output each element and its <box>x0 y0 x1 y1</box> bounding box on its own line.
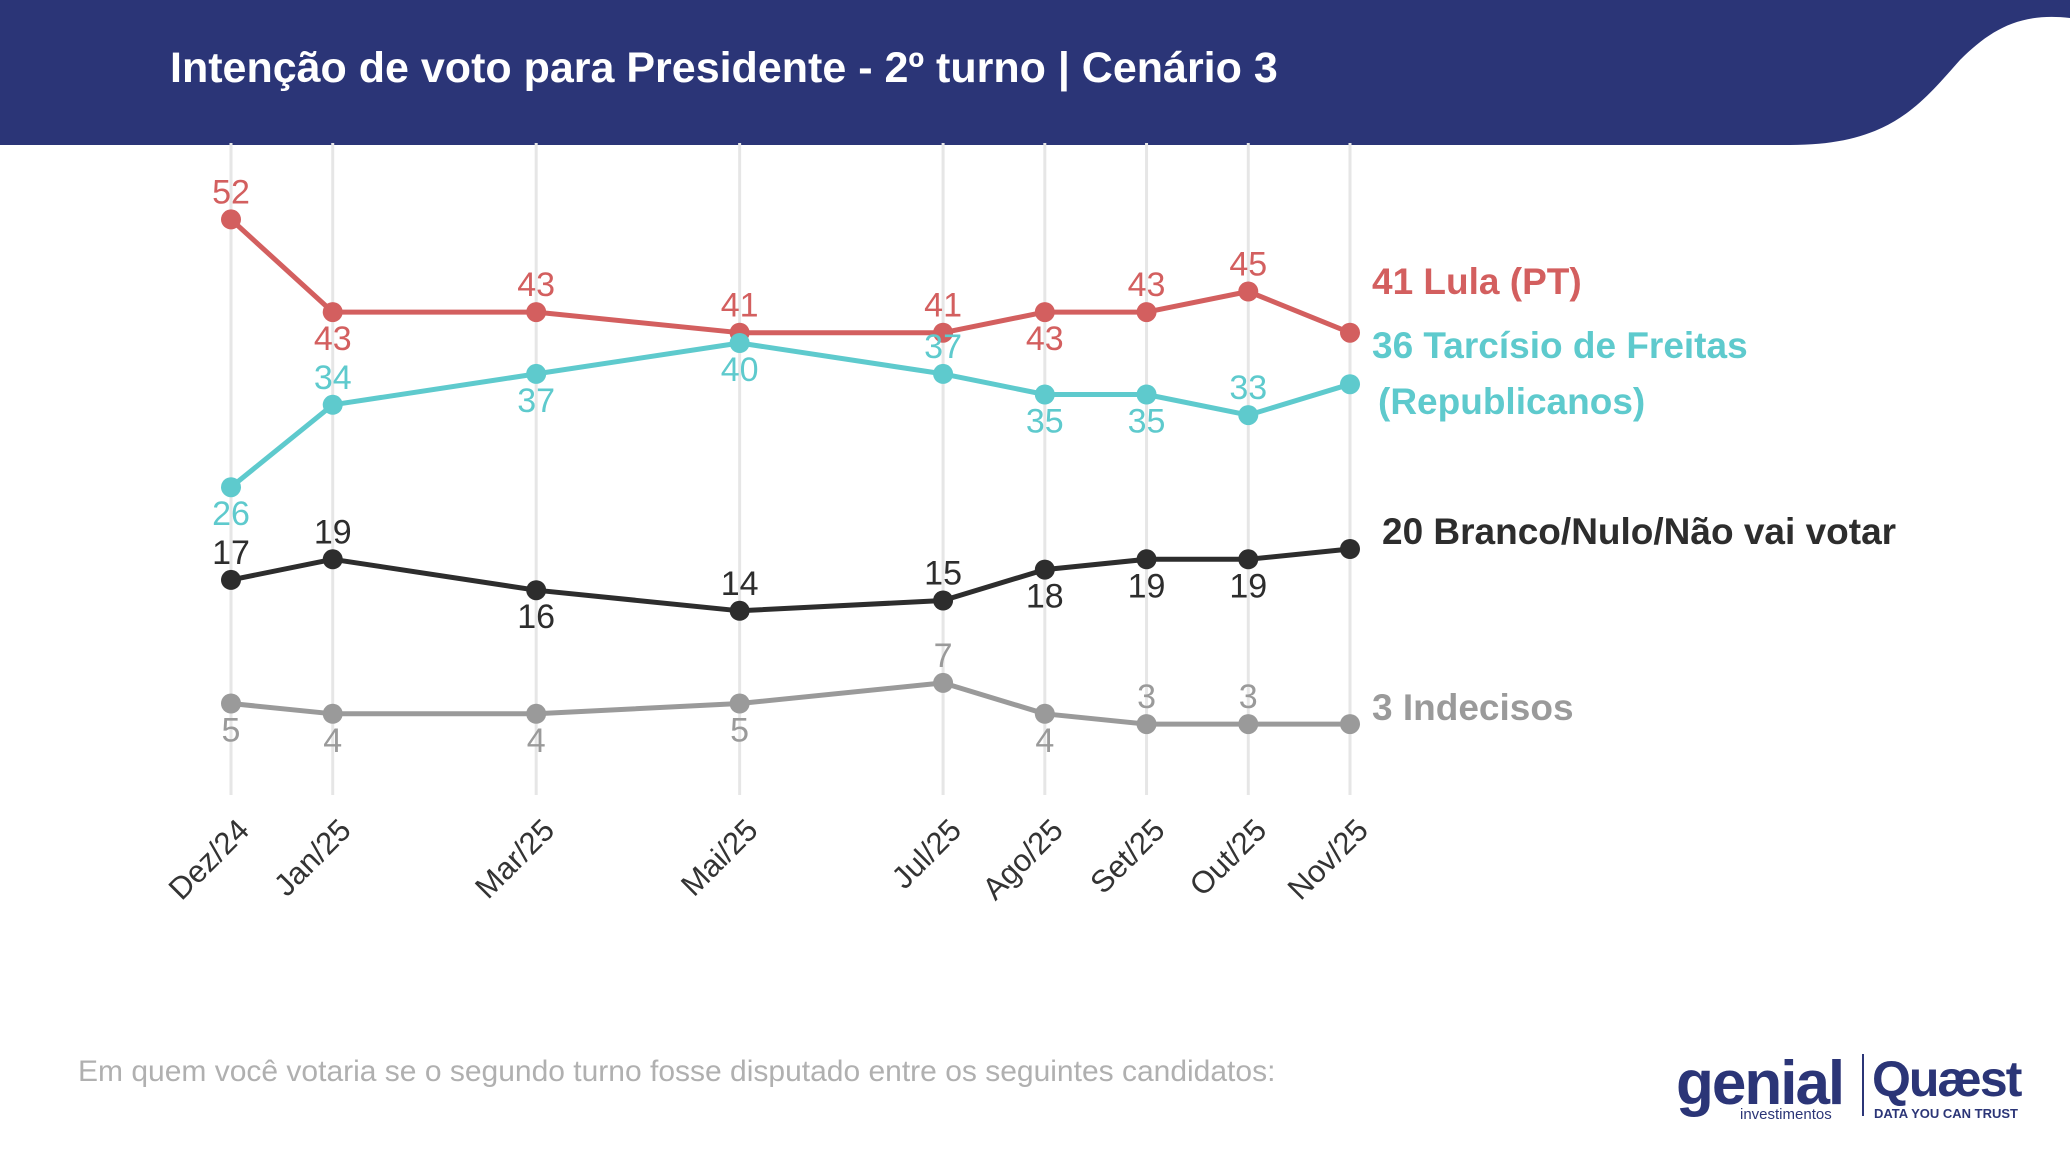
series-end-label: 3 Indecisos <box>1372 687 1574 728</box>
data-point <box>729 600 750 621</box>
data-point <box>322 549 343 570</box>
data-label: 40 <box>721 351 759 389</box>
series-line <box>230 680 1350 727</box>
x-tick-label: Out/25 <box>1183 812 1274 903</box>
x-tick-label: Ago/25 <box>976 812 1070 906</box>
data-label: 5 <box>222 712 241 750</box>
data-point <box>1340 539 1360 559</box>
data-label: 34 <box>314 359 352 397</box>
data-label: 3 <box>1239 678 1258 716</box>
data-label: 19 <box>1229 567 1267 605</box>
data-label: 5 <box>730 712 749 750</box>
data-point <box>1034 703 1055 724</box>
logo-area: genial investimentos Quæst DATA YOU CAN … <box>1670 1048 2050 1128</box>
data-point <box>526 703 547 724</box>
data-point <box>322 394 343 415</box>
data-label: 35 <box>1026 403 1064 441</box>
data-label: 14 <box>721 565 759 603</box>
data-point <box>221 209 241 230</box>
data-point <box>1340 374 1360 395</box>
data-label: 35 <box>1128 403 1166 441</box>
data-label: 37 <box>924 328 962 366</box>
data-label: 4 <box>323 722 342 760</box>
genial-logo: genial <box>1676 1049 1845 1118</box>
data-label: 26 <box>212 495 250 533</box>
data-point <box>322 703 343 724</box>
data-label: 16 <box>517 598 555 636</box>
data-point <box>729 333 750 353</box>
quaest-logo: Quæst <box>1872 1051 2022 1107</box>
data-label: 19 <box>314 513 352 551</box>
data-label: 43 <box>517 266 555 304</box>
data-point <box>221 477 241 498</box>
data-point <box>1136 384 1157 405</box>
data-point <box>1034 302 1055 323</box>
x-tick-label: Nov/25 <box>1281 812 1375 906</box>
data-point <box>1136 549 1157 570</box>
data-point <box>933 322 954 343</box>
data-label: 33 <box>1229 369 1267 407</box>
x-tick-label: Mai/25 <box>674 812 765 903</box>
data-point <box>1238 405 1259 426</box>
header-bar: Intenção de voto para Presidente - 2º tu… <box>0 0 2070 150</box>
series-end-label: 41 Lula (PT) <box>1372 261 1582 302</box>
data-point <box>526 363 547 384</box>
data-label: 41 <box>721 287 759 325</box>
x-tick-label: Mar/25 <box>468 812 561 905</box>
data-point <box>933 672 954 693</box>
data-point <box>221 693 241 714</box>
data-label: 7 <box>934 637 953 675</box>
data-label: 18 <box>1026 578 1064 616</box>
data-label: 4 <box>527 722 546 760</box>
x-tick-label: Dez/24 <box>162 812 256 906</box>
series-end-label: 36 Tarcísio de Freitas <box>1372 325 1748 366</box>
data-point <box>1238 549 1259 570</box>
page-title: Intenção de voto para Presidente - 2º tu… <box>170 44 1278 92</box>
data-point <box>1136 714 1157 735</box>
series-line <box>230 546 1351 614</box>
data-label: 17 <box>212 534 250 572</box>
data-point <box>1136 302 1157 323</box>
data-point <box>1340 322 1360 343</box>
data-point <box>933 590 954 611</box>
quaest-logo-subtitle: DATA YOU CAN TRUST <box>1874 1106 2018 1121</box>
series-line <box>229 340 1351 490</box>
question-text: Em quem você votaria se o segundo turno … <box>78 1055 1276 1088</box>
data-point <box>526 302 547 323</box>
series-end-label: 20 Branco/Nulo/Não vai votar <box>1382 511 1896 552</box>
data-point <box>322 302 343 323</box>
data-label: 4 <box>1035 722 1054 760</box>
x-tick-label: Jul/25 <box>885 812 968 895</box>
data-label: 52 <box>212 173 250 211</box>
data-label: 41 <box>924 287 962 325</box>
data-point <box>1034 384 1055 405</box>
data-label: 3 <box>1137 678 1156 716</box>
data-point <box>1238 281 1259 302</box>
logo-divider <box>1862 1054 1864 1116</box>
data-label: 43 <box>1128 266 1166 304</box>
data-label: 15 <box>924 555 962 593</box>
series-line <box>229 217 1351 336</box>
line-chart: Dez/24 Jan/25 Mar/25 Mai/25 Jul/25 Ago/25 Set/… <box>162 143 1896 906</box>
series-end-label: (Republicanos) <box>1378 381 1645 422</box>
data-point <box>933 363 954 384</box>
data-label: 37 <box>517 382 555 420</box>
data-point <box>1034 559 1055 580</box>
x-tick-label: Jan/25 <box>267 812 358 903</box>
data-point <box>1238 714 1259 735</box>
header-background <box>0 0 2070 145</box>
data-label: 43 <box>1026 320 1064 358</box>
data-point <box>729 693 750 714</box>
genial-logo-subtitle: investimentos <box>1740 1106 1832 1123</box>
data-point <box>1340 714 1360 735</box>
data-label: 45 <box>1229 246 1267 284</box>
x-tick-label: Set/25 <box>1083 812 1171 900</box>
data-label: 19 <box>1128 567 1166 605</box>
data-point <box>526 580 547 601</box>
data-point <box>221 569 241 590</box>
data-label: 43 <box>314 320 352 358</box>
